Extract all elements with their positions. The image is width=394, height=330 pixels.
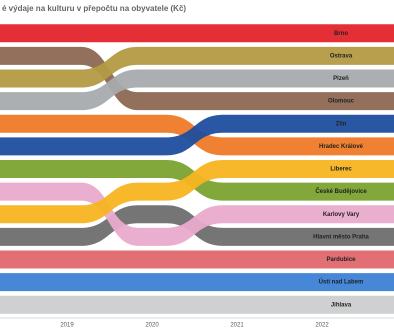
series-label: České Budějovice bbox=[315, 188, 367, 195]
ribbon bbox=[0, 273, 394, 292]
x-tick-label: 2022 bbox=[315, 323, 329, 329]
ribbon bbox=[0, 295, 394, 314]
series-label: Pardubice bbox=[326, 257, 356, 263]
series-label: Brno bbox=[334, 31, 348, 37]
series-label: Jihlava bbox=[331, 302, 352, 308]
series-label: Hlavní město Praha bbox=[313, 234, 369, 240]
series-label: Zlín bbox=[336, 121, 347, 127]
x-tick-label: 2020 bbox=[145, 323, 159, 329]
series-label: Hradec Králové bbox=[319, 144, 364, 150]
ribbon bbox=[0, 182, 394, 246]
series-label: Karlovy Vary bbox=[323, 212, 360, 218]
series-label: Olomouc bbox=[328, 99, 355, 105]
x-tick-label: 2019 bbox=[60, 323, 74, 329]
ribbon bbox=[0, 250, 394, 269]
ribbon bbox=[0, 24, 394, 43]
ribbon bbox=[0, 69, 394, 111]
ribbon bbox=[0, 160, 394, 224]
ribbon bbox=[0, 46, 394, 111]
ribbon bbox=[0, 114, 394, 156]
series-label: Ostrava bbox=[330, 54, 353, 60]
series-label: Plzeň bbox=[333, 76, 349, 82]
series-label: Ústí nad Labem bbox=[319, 279, 364, 286]
chart-title: é výdaje na kulturu v přepočtu na obyvat… bbox=[2, 4, 186, 13]
x-tick-label: 2021 bbox=[230, 323, 244, 329]
ribbon bbox=[0, 46, 394, 88]
series-label: Liberec bbox=[330, 167, 352, 173]
